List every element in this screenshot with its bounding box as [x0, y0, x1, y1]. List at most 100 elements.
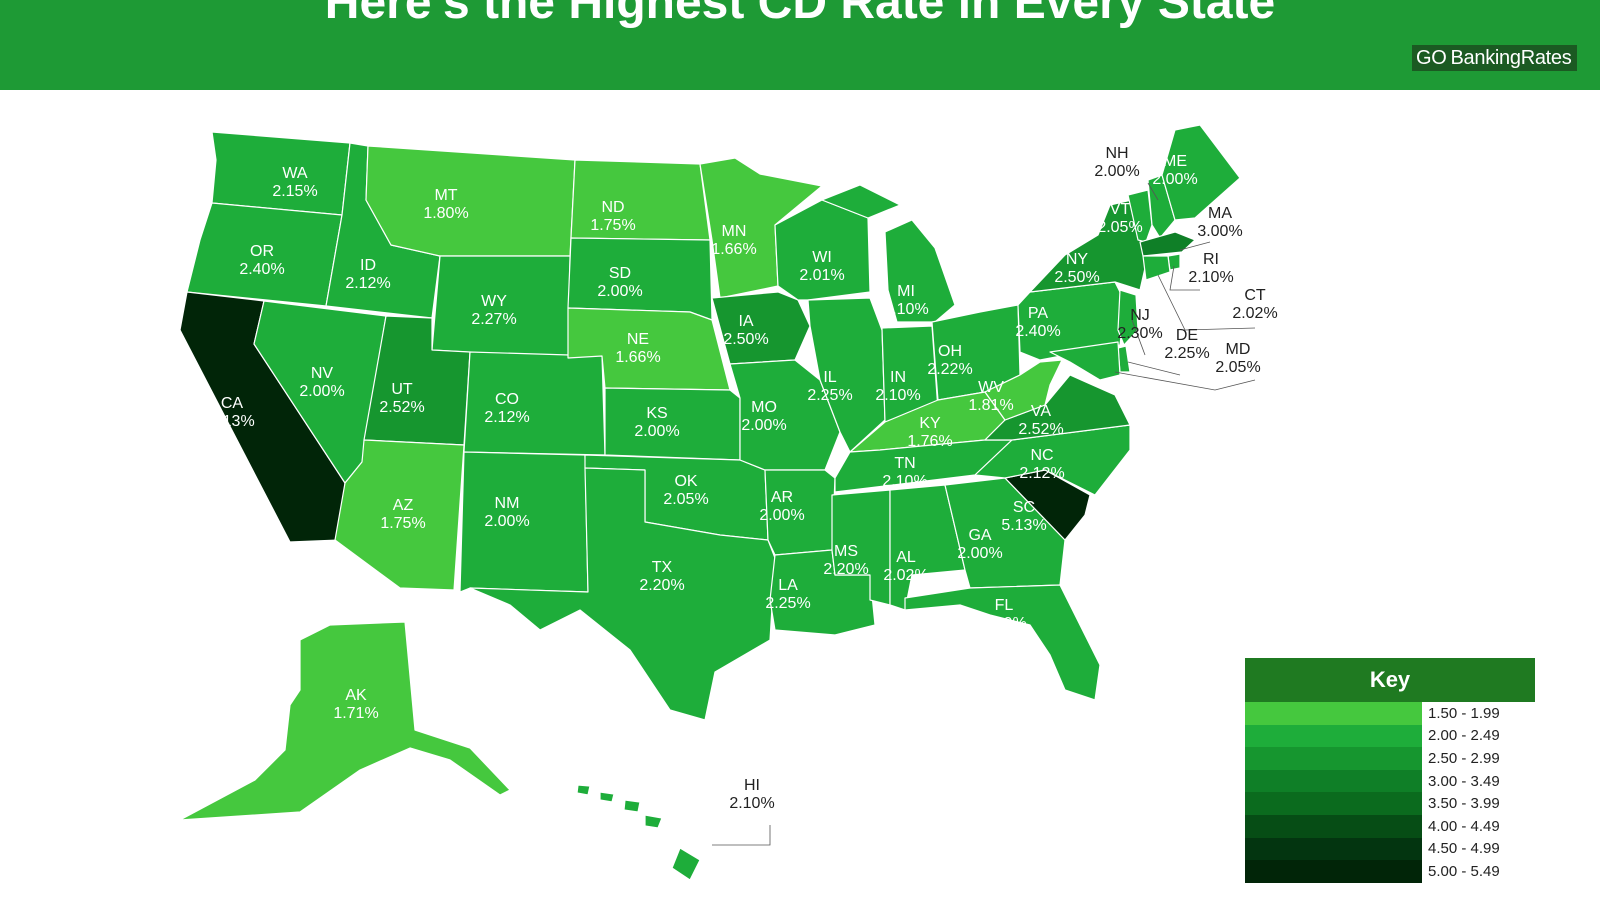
state-label-mo: MO2.00% — [741, 399, 786, 434]
state-label-ri: RI2.10% — [1188, 251, 1233, 286]
state-code: MA — [1208, 205, 1232, 222]
state-ct[interactable] — [1142, 255, 1171, 281]
state-code: WV — [978, 379, 1004, 396]
state-code: IA — [738, 313, 753, 330]
page-title: Here's the Highest CD Rate in Every Stat… — [324, 0, 1276, 29]
state-code: IL — [823, 369, 836, 386]
state-code: TX — [652, 559, 673, 576]
state-rate: 2.00% — [1152, 171, 1197, 188]
state-ak[interactable] — [179, 621, 511, 821]
legend-swatch — [1245, 702, 1422, 725]
state-code: WI — [812, 249, 832, 266]
state-code: MN — [722, 223, 747, 240]
state-mi[interactable] — [884, 219, 956, 323]
leader-ct — [1157, 274, 1256, 331]
state-mi-upper[interactable] — [821, 184, 901, 219]
state-code: SD — [609, 265, 631, 282]
state-rate: 3.00% — [1197, 223, 1242, 240]
legend-range-label: 4.50 - 4.99 — [1428, 840, 1500, 858]
legend-row: 3.00 - 3.49 — [1245, 769, 1535, 793]
state-label-ga: GA2.00% — [957, 527, 1002, 562]
state-code: VA — [1031, 403, 1051, 420]
legend-range-label: 4.00 - 4.49 — [1428, 817, 1500, 835]
state-label-de: DE2.25% — [1164, 327, 1209, 362]
state-code: NJ — [1130, 307, 1150, 324]
state-rate: 2.10% — [875, 387, 920, 404]
state-rate: 2.20% — [823, 561, 868, 578]
state-hi[interactable] — [576, 784, 701, 881]
legend-swatch — [1245, 837, 1422, 861]
state-vt[interactable] — [1127, 189, 1153, 243]
state-rate: 2.10% — [882, 473, 927, 490]
state-rate: 1.75% — [590, 217, 635, 234]
state-label-wa: WA2.15% — [272, 165, 317, 200]
state-wa[interactable] — [211, 131, 351, 216]
state-rate: 1.80% — [423, 205, 468, 222]
leader-hi — [712, 825, 771, 846]
brand-go: GO — [1416, 47, 1447, 69]
state-label-wy: WY2.27% — [471, 293, 516, 328]
legend-row: 5.00 - 5.49 — [1245, 860, 1535, 883]
state-rate: 2.10% — [1188, 269, 1233, 286]
legend-range-label: 2.50 - 2.99 — [1428, 749, 1500, 767]
state-label-ut: UT2.52% — [379, 381, 424, 416]
legend-row: 2.00 - 2.49 — [1245, 724, 1535, 748]
state-code: LA — [778, 577, 798, 594]
state-rate: 2.40% — [239, 261, 284, 278]
state-rate: 2.00% — [741, 417, 786, 434]
legend-swatch — [1245, 860, 1422, 883]
state-label-sc: SC5.13% — [1001, 499, 1046, 534]
state-rate: 2.10% — [729, 795, 774, 812]
state-nh[interactable] — [1147, 174, 1176, 239]
state-label-fl: FL2.20% — [981, 597, 1026, 632]
state-code: NE — [627, 331, 649, 348]
state-ia[interactable] — [711, 291, 811, 365]
state-label-wi: WI2.01% — [799, 249, 844, 284]
state-code: ME — [1163, 153, 1187, 170]
legend-swatch — [1245, 747, 1422, 770]
state-label-tn: TN2.10% — [882, 455, 927, 490]
state-code: ID — [360, 257, 376, 274]
leader-ma — [1179, 241, 1211, 251]
state-rate: 2.20% — [639, 577, 684, 594]
state-co[interactable] — [463, 351, 606, 456]
legend-row: 3.50 - 3.99 — [1245, 792, 1535, 815]
state-label-id: ID2.12% — [345, 257, 390, 292]
state-md[interactable] — [1049, 341, 1121, 381]
state-code: AR — [771, 489, 793, 506]
leader-nh — [1147, 182, 1159, 201]
state-label-nm: NM2.00% — [484, 495, 529, 530]
state-fl[interactable] — [904, 584, 1101, 701]
legend-swatch — [1245, 724, 1422, 748]
state-code: NC — [1030, 447, 1053, 464]
state-rate: 2.00% — [484, 513, 529, 530]
state-label-nh: NH2.00% — [1094, 145, 1139, 180]
state-label-nc: NC2.12% — [1019, 447, 1064, 482]
leader-md — [1114, 371, 1256, 391]
state-code: VT — [1110, 201, 1131, 218]
state-rate: 1.66% — [615, 349, 660, 366]
state-me[interactable] — [1161, 124, 1241, 221]
state-label-ct: CT2.02% — [1232, 287, 1277, 322]
state-code: KY — [919, 415, 941, 432]
legend-range-label: 3.50 - 3.99 — [1428, 795, 1500, 813]
state-wv[interactable] — [984, 359, 1063, 421]
state-mt[interactable] — [365, 145, 576, 257]
state-label-il: IL2.25% — [807, 369, 852, 404]
state-label-sd: SD2.00% — [597, 265, 642, 300]
state-rate: 2.05% — [1215, 359, 1260, 376]
state-tx[interactable] — [469, 467, 776, 721]
state-code: FL — [995, 597, 1014, 614]
state-code: NM — [495, 495, 520, 512]
state-code: GA — [968, 527, 991, 544]
state-nj[interactable] — [1117, 289, 1139, 346]
state-label-md: MD2.05% — [1215, 341, 1260, 376]
legend-swatch — [1245, 792, 1422, 815]
state-rate: 2.05% — [1097, 219, 1142, 236]
state-az[interactable] — [334, 439, 465, 591]
legend-row: 2.50 - 2.99 — [1245, 747, 1535, 770]
legend-swatch — [1245, 769, 1422, 793]
state-or[interactable] — [186, 202, 343, 307]
state-sd[interactable] — [567, 237, 713, 321]
